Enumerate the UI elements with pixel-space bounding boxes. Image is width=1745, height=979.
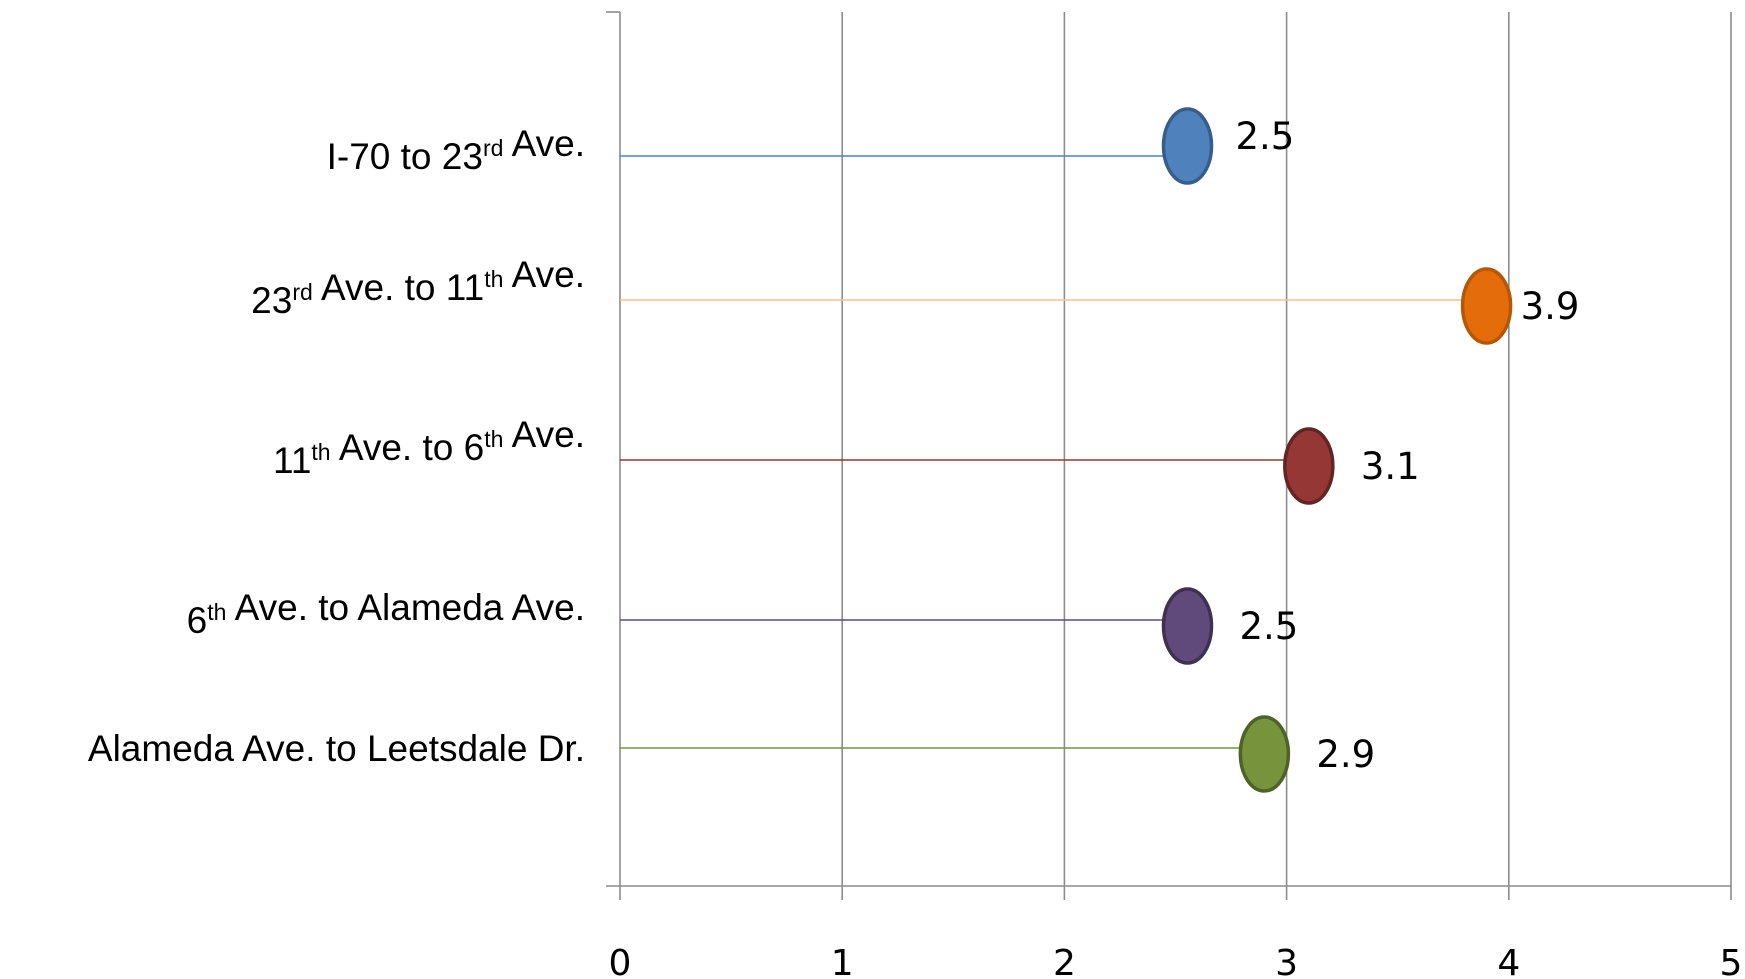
x-tick-label: 4 <box>1497 943 1520 979</box>
x-tick-label: 1 <box>831 943 854 979</box>
data-label: 2.5 <box>1236 115 1295 158</box>
x-tick-label: 2 <box>1053 943 1076 979</box>
data-label: 3.9 <box>1521 285 1580 328</box>
data-label: 3.1 <box>1361 445 1420 488</box>
category-label: 11th Ave. to 6th Ave. <box>273 414 585 481</box>
category-label: Alameda Ave. to Leetsdale Dr. <box>88 728 585 769</box>
lollipop-dot <box>1460 267 1513 345</box>
category-label: I-70 to 23rd Ave. <box>327 123 585 177</box>
x-tick-label: 0 <box>609 943 632 979</box>
lollipop-dot <box>1161 587 1214 665</box>
x-tick-label: 3 <box>1275 943 1298 979</box>
data-label: 2.9 <box>1316 733 1375 776</box>
lollipop-dot <box>1238 715 1291 793</box>
lollipop-dot <box>1161 107 1214 185</box>
x-tick-label: 5 <box>1720 943 1743 979</box>
lollipop-dot <box>1283 427 1335 505</box>
category-label: 6th Ave. to Alameda Ave. <box>187 587 585 641</box>
data-label: 2.5 <box>1240 605 1299 648</box>
category-label: 23rd Ave. to 11th Ave. <box>251 254 585 321</box>
